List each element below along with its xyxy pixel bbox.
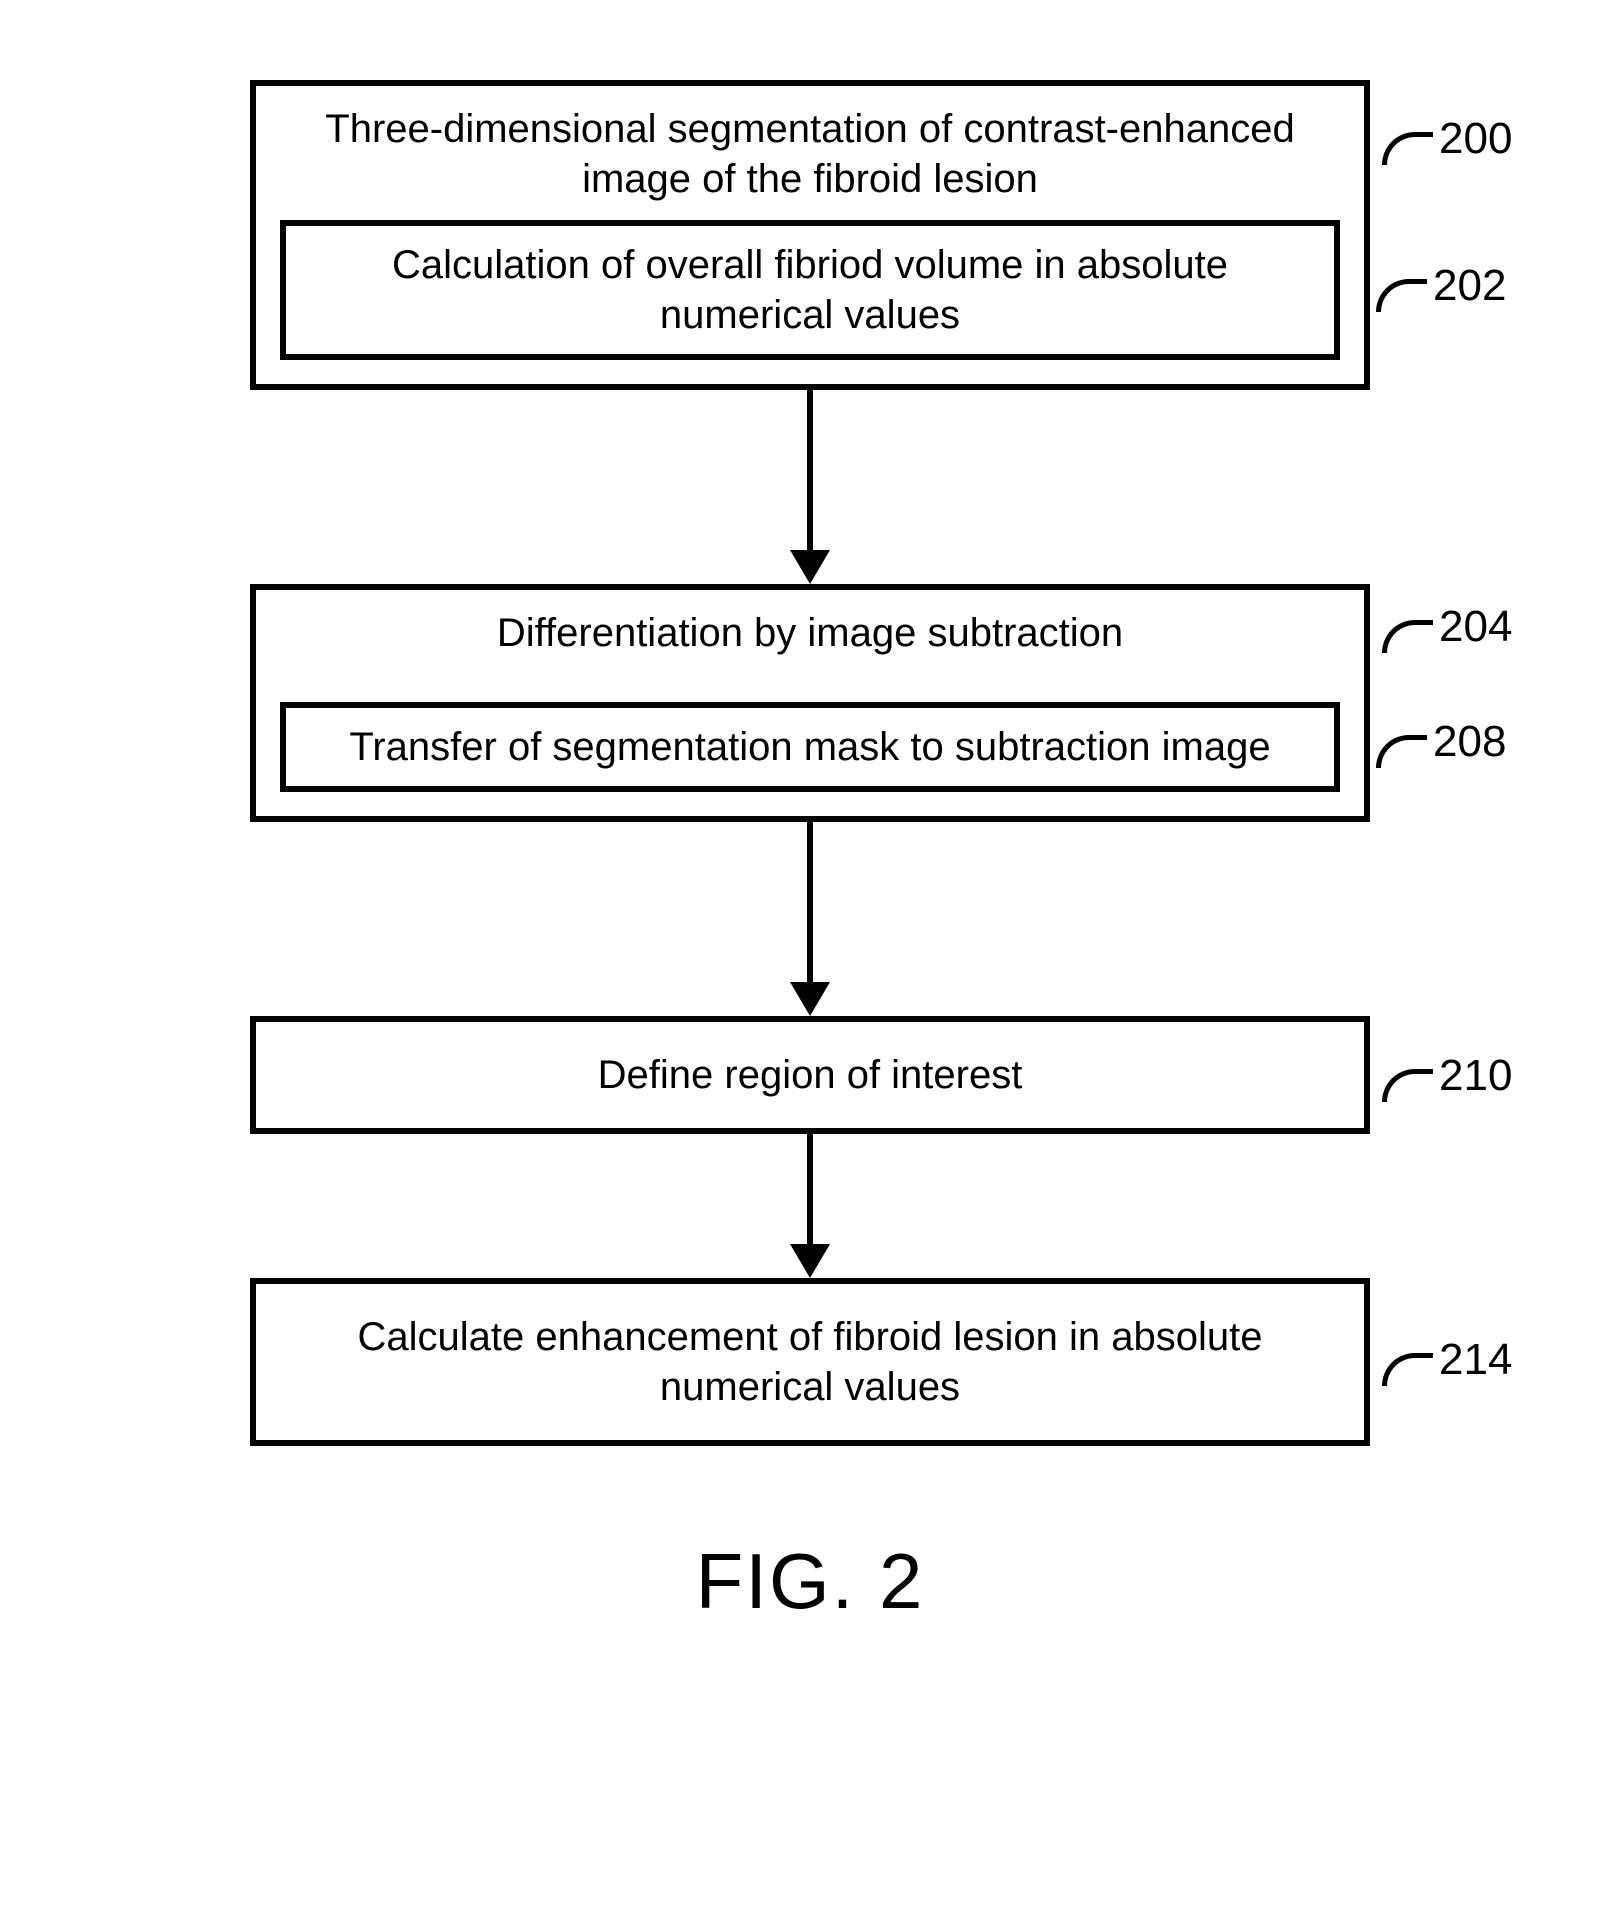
- flowchart-block-enhancement: Calculate enhancement of fibroid lesion …: [250, 1278, 1370, 1446]
- ref-number: 200: [1439, 114, 1512, 164]
- ref-number: 204: [1439, 602, 1512, 652]
- arrow-shaft: [807, 822, 813, 982]
- ref-number: 214: [1439, 1332, 1512, 1387]
- flowchart-inner-block-transfer: Transfer of segmentation mask to subtrac…: [280, 702, 1340, 792]
- ref-label: 208: [1376, 714, 1506, 769]
- flowchart-arrow: [790, 1134, 830, 1278]
- flowchart-block-roi: Define region of interest 210: [250, 1016, 1370, 1134]
- figure-label: FIG. 2: [696, 1536, 925, 1627]
- ref-number: 210: [1439, 1048, 1512, 1103]
- flowchart-block-differentiation: Differentiation by image subtraction 204…: [250, 584, 1370, 822]
- arrow-head-icon: [790, 982, 830, 1016]
- flowchart-arrow: [790, 390, 830, 584]
- arrow-head-icon: [790, 1244, 830, 1278]
- arrow-head-icon: [790, 550, 830, 584]
- ref-label: 210: [1382, 1048, 1512, 1103]
- block-inner-text: Calculation of overall fibriod volume in…: [392, 243, 1228, 337]
- ref-label: 204: [1382, 600, 1512, 653]
- block-inner-text: Transfer of segmentation mask to subtrac…: [349, 725, 1270, 769]
- arrow-shaft: [807, 390, 813, 550]
- block-text: Define region of interest: [598, 1053, 1023, 1097]
- flowchart-arrow: [790, 822, 830, 1016]
- ref-number: 202: [1433, 258, 1506, 313]
- flowchart-container: Three-dimensional segmentation of contra…: [110, 80, 1510, 1627]
- ref-label: 200: [1382, 112, 1512, 165]
- flowchart-block-segmentation: Three-dimensional segmentation of contra…: [250, 80, 1370, 390]
- arrow-shaft: [807, 1134, 813, 1244]
- block-text: Calculate enhancement of fibroid lesion …: [357, 1315, 1262, 1409]
- block-outer-text: Differentiation by image subtraction: [280, 608, 1340, 658]
- ref-label: 214: [1382, 1332, 1512, 1387]
- block-outer-text: Three-dimensional segmentation of contra…: [280, 104, 1340, 204]
- flowchart-inner-block-volume: Calculation of overall fibriod volume in…: [280, 220, 1340, 360]
- ref-number: 208: [1433, 714, 1506, 769]
- ref-label: 202: [1376, 258, 1506, 313]
